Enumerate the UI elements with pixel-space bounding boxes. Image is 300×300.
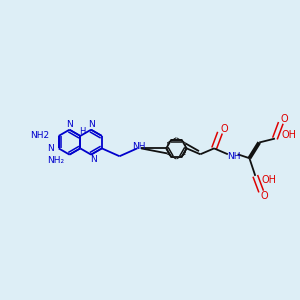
Text: OH: OH — [281, 130, 296, 140]
Text: N: N — [88, 120, 94, 129]
Text: NH: NH — [132, 142, 146, 151]
Text: N: N — [90, 155, 96, 164]
Text: O: O — [220, 124, 228, 134]
Text: NH2: NH2 — [30, 131, 49, 140]
Text: N: N — [47, 144, 54, 153]
Polygon shape — [168, 138, 185, 159]
Text: NH₂: NH₂ — [47, 156, 64, 165]
Text: O: O — [281, 114, 289, 124]
Text: N: N — [66, 120, 73, 129]
Text: O: O — [260, 191, 268, 202]
Text: OH: OH — [262, 175, 277, 185]
Text: H: H — [79, 127, 85, 136]
Text: NH: NH — [227, 152, 241, 161]
